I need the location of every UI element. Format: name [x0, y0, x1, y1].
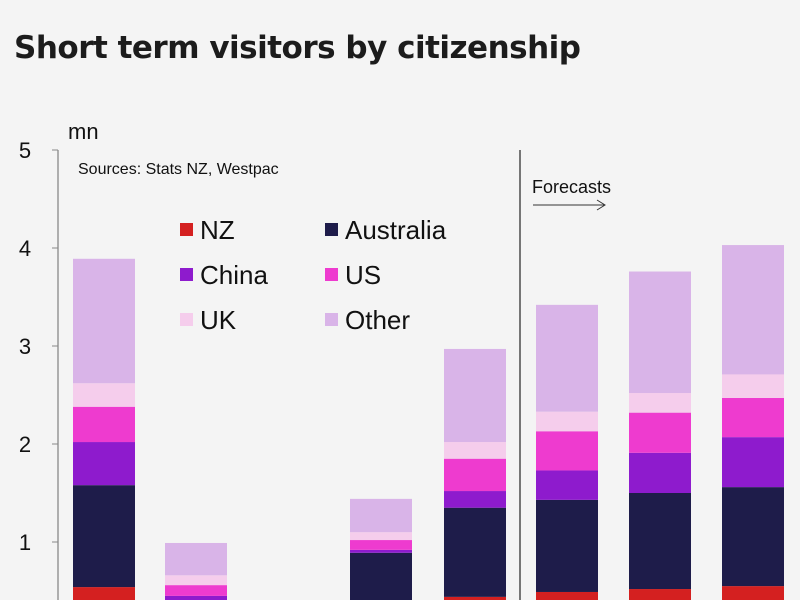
- bar-stack: [722, 245, 784, 600]
- legend-label: UK: [200, 305, 237, 335]
- legend-item: Australia: [325, 215, 447, 245]
- legend-swatch: [180, 313, 193, 326]
- forecast-arrow-icon: [533, 199, 606, 211]
- y-tick-label: 3: [19, 334, 31, 359]
- bar-segment-china: [73, 442, 135, 486]
- y-axis: 1 2 3 4 5: [19, 138, 59, 600]
- legend-label: China: [200, 260, 268, 290]
- bar-segment-australia: [722, 487, 784, 587]
- legend-item: Other: [325, 305, 410, 335]
- y-tick-label: 1: [19, 530, 31, 555]
- bar-segment-us: [629, 412, 691, 453]
- bar-stack: [536, 304, 598, 600]
- bar-segment-china: [350, 549, 412, 553]
- bar-segment-uk: [165, 575, 227, 586]
- legend: NZ Australia China US UK Other: [180, 215, 447, 335]
- bar-segment-us: [444, 458, 506, 492]
- legend-swatch: [325, 313, 338, 326]
- bar-segment-other: [722, 245, 784, 375]
- y-tick-label: 5: [19, 138, 31, 163]
- legend-label: NZ: [200, 215, 235, 245]
- y-axis-unit-label: mn: [68, 119, 99, 144]
- bar-segment-other: [350, 498, 412, 533]
- bar-segment-uk: [444, 442, 506, 459]
- legend-item: NZ: [180, 215, 235, 245]
- bar-segment-nz: [73, 587, 135, 600]
- bar-stack: [629, 271, 691, 600]
- bar-segment-other: [629, 271, 691, 394]
- bar-segment-uk: [722, 374, 784, 398]
- bar-segment-uk: [629, 393, 691, 413]
- legend-swatch: [180, 268, 193, 281]
- bar-segment-australia: [536, 499, 598, 592]
- bar-segment-china: [629, 452, 691, 493]
- bar-segment-other: [444, 348, 506, 443]
- bar-segment-us: [73, 406, 135, 443]
- bar-segment-uk: [73, 383, 135, 407]
- bar-segment-nz: [722, 586, 784, 600]
- bar-segment-australia: [73, 485, 135, 588]
- bar-stack: [73, 258, 135, 600]
- bar-segment-australia: [350, 552, 412, 600]
- bar-segment-australia: [629, 493, 691, 590]
- legend-item: China: [180, 260, 268, 290]
- y-tick-label: 2: [19, 432, 31, 457]
- bar-stack: [350, 498, 412, 600]
- bar-segment-other: [165, 542, 227, 576]
- bar-segment-us: [350, 540, 412, 550]
- bar-segment-uk: [350, 532, 412, 541]
- bar-segment-us: [536, 431, 598, 471]
- bar-segment-us: [165, 585, 227, 596]
- bar-segment-us: [722, 397, 784, 438]
- source-note: Sources: Stats NZ, Westpac: [78, 161, 279, 178]
- legend-item: US: [325, 260, 381, 290]
- bar-segment-other: [536, 304, 598, 412]
- legend-label: US: [345, 260, 381, 290]
- bars: [73, 245, 784, 600]
- bar-segment-china: [722, 437, 784, 488]
- legend-swatch: [325, 223, 338, 236]
- legend-label: Other: [345, 305, 410, 335]
- forecast-label: Forecasts: [532, 177, 611, 197]
- bar-segment-nz: [444, 596, 506, 600]
- bar-segment-australia: [444, 507, 506, 597]
- legend-swatch: [180, 223, 193, 236]
- bar-segment-uk: [536, 411, 598, 432]
- bar-segment-china: [536, 470, 598, 500]
- legend-label: Australia: [345, 215, 447, 245]
- bar-segment-nz: [629, 589, 691, 600]
- y-tick-label: 4: [19, 236, 31, 261]
- legend-item: UK: [180, 305, 237, 335]
- bar-segment-nz: [536, 591, 598, 600]
- bar-segment-china: [444, 491, 506, 508]
- bar-segment-other: [73, 258, 135, 384]
- legend-swatch: [325, 268, 338, 281]
- bar-segment-china: [165, 595, 227, 600]
- bar-stack: [165, 542, 227, 600]
- chart-title: Short term visitors by citizenship: [14, 30, 581, 66]
- bar-stack: [444, 348, 506, 600]
